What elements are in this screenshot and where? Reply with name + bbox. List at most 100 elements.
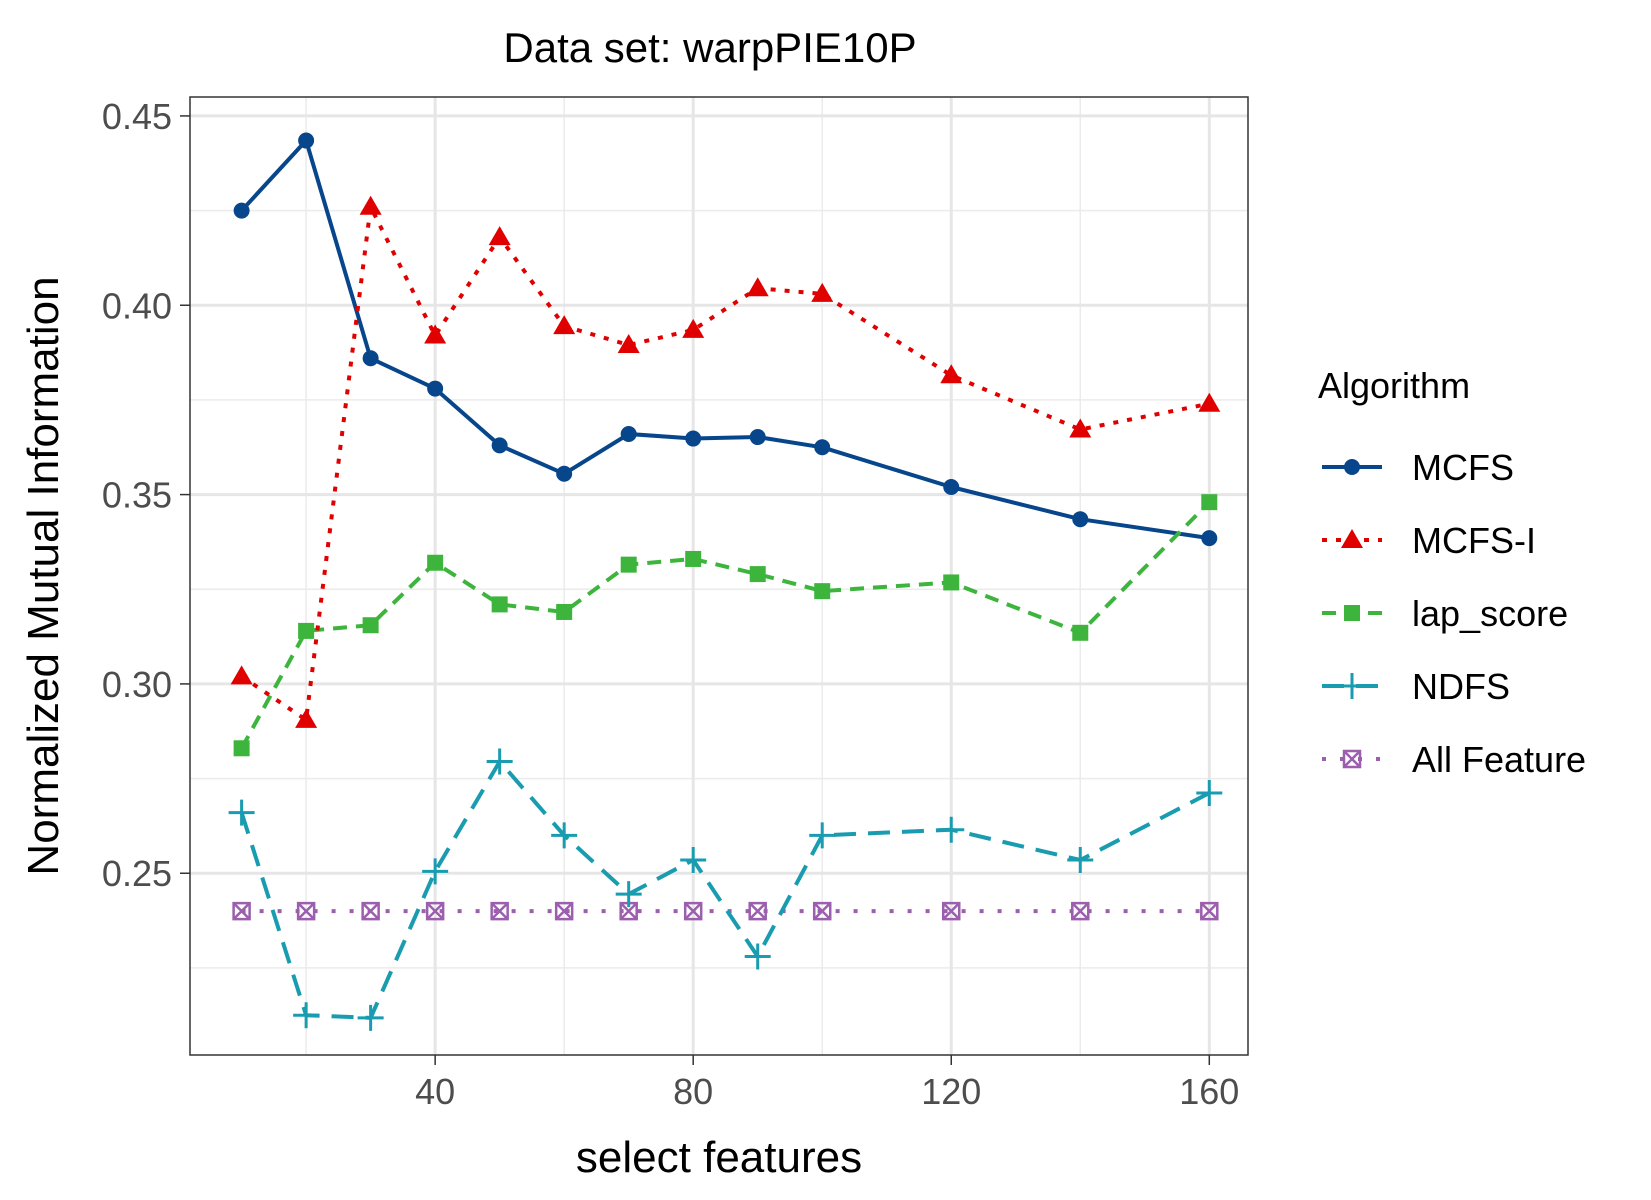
data-point-mcfs	[233, 202, 250, 219]
data-point-mcfs	[427, 380, 444, 397]
data-point-ndfs	[357, 1004, 384, 1031]
panel-border	[189, 96, 1249, 1056]
data-point-lap-score	[233, 740, 250, 757]
data-point-mcfs-i	[424, 324, 447, 344]
series-mcfs	[233, 132, 1218, 547]
legend-items: MCFS MCFS-I lap_score NDFS All Feature	[1322, 447, 1586, 780]
data-point-lap-score	[427, 554, 444, 571]
data-point-all-feature	[490, 901, 509, 921]
data-point-lap-score	[814, 583, 831, 600]
data-point-mcfs	[1072, 511, 1089, 528]
data-point-ndfs	[680, 846, 707, 873]
data-point-mcfs-i	[1198, 392, 1221, 412]
legend-item-lap-score: lap_score	[1322, 593, 1568, 634]
legend-key-marker	[1342, 749, 1362, 769]
data-point-lap-score	[620, 556, 637, 573]
legend-item-all-feature: All Feature	[1322, 739, 1586, 780]
data-point-lap-score	[491, 596, 508, 613]
data-point-all-feature	[1071, 901, 1090, 921]
data-point-ndfs	[615, 881, 642, 908]
data-point-all-feature	[296, 901, 316, 921]
data-point-lap-score	[556, 603, 573, 620]
data-point-ndfs	[744, 943, 771, 970]
x-tick-label: 40	[415, 1071, 455, 1112]
y-tick-label: 0.35	[102, 475, 172, 516]
data-point-all-feature	[683, 901, 703, 921]
series-mcfs-i	[230, 195, 1221, 728]
data-point-all-feature	[554, 901, 574, 921]
data-point-lap-score	[749, 566, 766, 583]
data-point-mcfs	[749, 429, 766, 446]
legend-key-marker	[1344, 605, 1360, 621]
data-point-mcfs-i	[746, 277, 769, 297]
legend-title: Algorithm	[1318, 365, 1470, 406]
legend-item-mcfs-i: MCFS-I	[1322, 520, 1536, 561]
data-point-mcfs-i	[488, 226, 511, 246]
data-point-mcfs	[1201, 530, 1218, 547]
y-axis: 0.25 0.30 0.35 0.40 0.45	[102, 96, 190, 894]
series-lines	[228, 132, 1223, 1031]
data-point-mcfs	[556, 465, 573, 482]
data-point-mcfs-i	[230, 665, 253, 685]
chart-title: Data set: warpPIE10P	[503, 24, 916, 71]
x-tick-label: 80	[673, 1071, 713, 1112]
data-point-all-feature	[361, 901, 380, 921]
data-point-mcfs-i	[811, 282, 834, 302]
data-point-mcfs	[620, 426, 637, 443]
data-point-mcfs	[491, 437, 508, 454]
data-point-mcfs-i	[617, 334, 640, 354]
data-point-mcfs-i	[940, 364, 963, 384]
x-axis: 40 80 120 160	[415, 1055, 1239, 1112]
legend-key-marker	[1341, 529, 1363, 548]
data-point-mcfs	[943, 479, 960, 496]
data-point-ndfs	[486, 748, 513, 775]
data-point-all-feature	[619, 901, 638, 921]
data-point-lap-score	[362, 617, 379, 634]
y-tick-label: 0.40	[102, 285, 172, 326]
data-point-mcfs	[685, 430, 702, 447]
data-point-lap-score	[685, 550, 702, 567]
legend-item-mcfs: MCFS	[1322, 447, 1514, 488]
data-point-mcfs-i	[295, 708, 318, 728]
data-point-ndfs	[228, 799, 255, 826]
legend-key-marker	[1339, 673, 1365, 699]
data-point-ndfs	[551, 822, 578, 849]
data-point-all-feature	[1200, 901, 1219, 921]
legend-label: MCFS-I	[1412, 520, 1536, 561]
data-point-all-feature	[941, 901, 961, 921]
x-tick-label: 160	[1179, 1071, 1239, 1112]
data-point-lap-score	[1201, 494, 1218, 511]
data-point-ndfs	[1067, 846, 1094, 873]
data-point-mcfs-i	[682, 318, 705, 338]
y-tick-label: 0.25	[102, 853, 172, 894]
data-point-all-feature	[232, 901, 251, 921]
data-point-ndfs	[809, 822, 836, 849]
data-point-ndfs	[293, 1002, 320, 1029]
x-tick-label: 120	[921, 1071, 981, 1112]
series-lap-score	[233, 494, 1218, 757]
data-point-lap-score	[1072, 624, 1089, 641]
series-all-feature	[232, 901, 1219, 921]
legend-label: NDFS	[1412, 666, 1510, 707]
data-point-mcfs	[298, 132, 315, 149]
y-tick-label: 0.30	[102, 664, 172, 705]
data-point-lap-score	[298, 622, 315, 639]
data-point-mcfs	[362, 350, 379, 367]
data-point-all-feature	[812, 901, 832, 921]
y-axis-title: Normalized Mutual Information	[19, 276, 68, 875]
data-point-ndfs	[422, 858, 449, 885]
data-point-mcfs-i	[553, 315, 576, 335]
legend-label: All Feature	[1412, 739, 1586, 780]
data-point-all-feature	[425, 901, 445, 921]
data-point-mcfs	[814, 439, 831, 456]
legend-item-ndfs: NDFS	[1322, 666, 1510, 707]
legend-key-marker	[1344, 459, 1360, 475]
legend: Algorithm MCFS MCFS-I lap_score NDFS All Fea…	[1318, 365, 1586, 780]
data-point-all-feature	[748, 901, 767, 921]
data-point-ndfs	[1196, 779, 1223, 806]
legend-label: MCFS	[1412, 447, 1514, 488]
x-axis-title: select features	[576, 1133, 862, 1182]
y-tick-label: 0.45	[102, 96, 172, 137]
data-point-mcfs-i	[359, 195, 382, 215]
